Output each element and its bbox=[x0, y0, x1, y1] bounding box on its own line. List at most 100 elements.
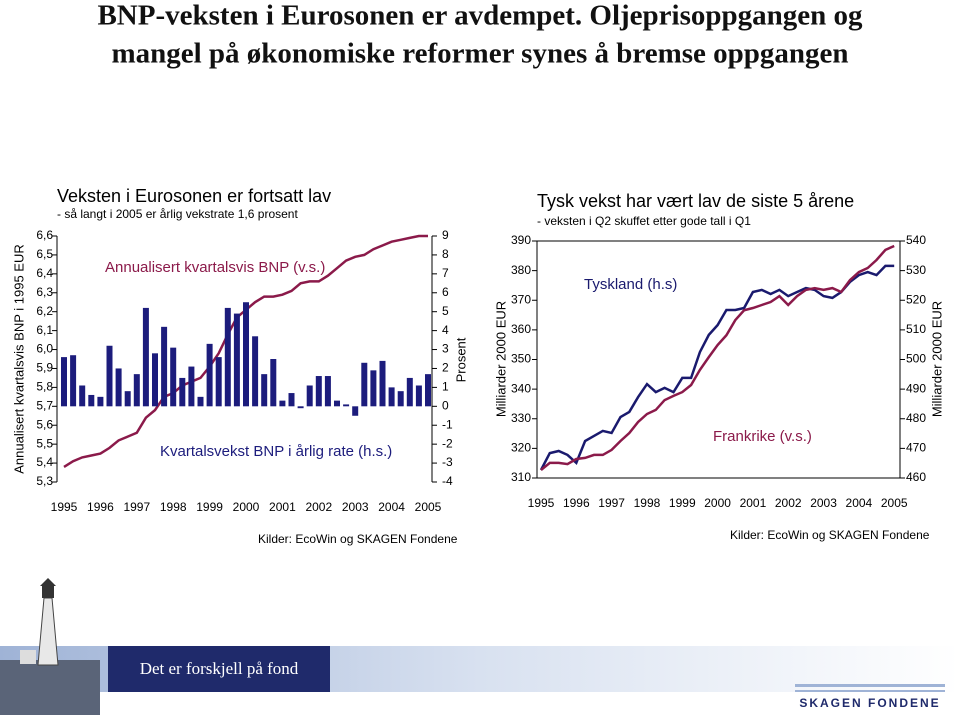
bar bbox=[370, 370, 377, 407]
x-tick-label: 2002 bbox=[775, 496, 802, 510]
series-label: Tyskland (h.s) bbox=[584, 276, 677, 293]
footer-box bbox=[108, 646, 330, 692]
x-tick-label: 1998 bbox=[634, 496, 661, 510]
bar bbox=[197, 396, 204, 407]
tick-label: 5,4 bbox=[36, 455, 53, 469]
tick-label: 5,9 bbox=[36, 361, 53, 375]
tick-label: 510 bbox=[906, 322, 926, 336]
bar bbox=[279, 400, 286, 407]
bar bbox=[343, 404, 350, 407]
y-axis-label: Milliarder 2000 EUR bbox=[493, 301, 508, 417]
series-label: Annualisert kvartalsvis BNP (v.s.) bbox=[105, 259, 325, 276]
tick-label: 370 bbox=[511, 292, 531, 306]
bar bbox=[152, 353, 158, 407]
bar bbox=[161, 326, 168, 407]
tick-label: 350 bbox=[511, 352, 531, 366]
tick-label: 480 bbox=[906, 411, 926, 425]
x-tick-label: 1996 bbox=[563, 496, 590, 510]
bar bbox=[252, 336, 259, 407]
tick-label: 470 bbox=[906, 441, 926, 455]
chart-subtitle: - så langt i 2005 er årlig vekstrate 1,6… bbox=[57, 207, 298, 221]
bar bbox=[61, 357, 67, 407]
x-tick-label: 1999 bbox=[669, 496, 696, 510]
tick-label: 5,7 bbox=[36, 398, 53, 412]
tick-label: 320 bbox=[511, 441, 531, 455]
tick-label: 6,6 bbox=[36, 228, 53, 242]
bar bbox=[233, 313, 240, 407]
x-tick-label: 2004 bbox=[846, 496, 873, 510]
chart-subtitle: - veksten i Q2 skuffet etter gode tall i… bbox=[537, 214, 751, 228]
y2-axis-label: Milliarder 2000 EUR bbox=[929, 301, 944, 417]
tick-label: 380 bbox=[511, 263, 531, 277]
bar bbox=[334, 400, 340, 407]
source: Kilder: EcoWin og SKAGEN Fondene bbox=[258, 532, 458, 546]
x-tick-label: 2005 bbox=[881, 496, 908, 510]
tick-label: 0 bbox=[442, 398, 449, 412]
x-tick-label: 2001 bbox=[269, 500, 296, 514]
bar bbox=[388, 387, 395, 407]
slide-title: mangel på økonomiske reformer synes å br… bbox=[111, 38, 848, 70]
chart-title: Veksten i Eurosonen er fortsatt lav bbox=[57, 186, 331, 206]
bar bbox=[97, 396, 104, 407]
x-tick-label: 2003 bbox=[342, 500, 369, 514]
bar bbox=[124, 391, 131, 407]
bar bbox=[170, 347, 177, 407]
bar bbox=[106, 345, 113, 407]
tick-label: 7 bbox=[442, 266, 449, 280]
bar bbox=[297, 406, 304, 409]
bar bbox=[79, 385, 86, 407]
tick-label: 6,4 bbox=[36, 266, 53, 280]
tick-label: 5,6 bbox=[36, 417, 53, 431]
tick-label: 540 bbox=[906, 233, 926, 247]
x-tick-label: 2000 bbox=[704, 496, 731, 510]
x-tick-label: 1998 bbox=[160, 500, 187, 514]
bar bbox=[425, 374, 431, 407]
bar bbox=[261, 374, 268, 407]
tick-label: 390 bbox=[511, 233, 531, 247]
tick-label: 500 bbox=[906, 352, 926, 366]
bar bbox=[361, 362, 368, 407]
tick-label: -2 bbox=[442, 436, 453, 450]
x-tick-label: 2000 bbox=[233, 500, 260, 514]
bar bbox=[352, 406, 359, 416]
tick-label: 5,8 bbox=[36, 380, 53, 394]
logo-text: SKAGEN FONDENE bbox=[799, 696, 940, 710]
tick-label: 6,5 bbox=[36, 247, 53, 261]
bar bbox=[270, 359, 277, 407]
bar bbox=[188, 366, 195, 407]
bar bbox=[206, 343, 213, 407]
line bbox=[540, 244, 895, 471]
tick-label: 6,0 bbox=[36, 342, 53, 356]
tick-label: 3 bbox=[442, 342, 449, 356]
bar bbox=[243, 302, 249, 407]
bar bbox=[315, 376, 322, 407]
tick-label: 460 bbox=[906, 470, 926, 484]
tick-label: 330 bbox=[511, 411, 531, 425]
x-tick-label: 1997 bbox=[123, 500, 150, 514]
chart-title: Tysk vekst har vært lav de siste 5 årene bbox=[537, 191, 854, 211]
tick-label: 530 bbox=[906, 263, 926, 277]
tick-label: 2 bbox=[442, 361, 449, 375]
bar bbox=[88, 394, 95, 407]
tick-label: -4 bbox=[442, 474, 453, 488]
tick-label: 9 bbox=[442, 228, 449, 242]
x-tick-label: 2004 bbox=[378, 500, 405, 514]
logo: SKAGEN FONDENE bbox=[795, 684, 945, 710]
tick-label: 4 bbox=[442, 323, 449, 337]
y-axis-label: Annualisert kvartalsvis BNP i 1995 EUR bbox=[11, 244, 26, 474]
tick-label: -3 bbox=[442, 455, 453, 469]
x-tick-label: 2001 bbox=[740, 496, 767, 510]
bar bbox=[179, 377, 186, 407]
slide-title: BNP-veksten i Eurosonen er avdempet. Olj… bbox=[97, 0, 863, 32]
tick-label: 5 bbox=[442, 304, 449, 318]
footer-text: Det er forskjell på fond bbox=[140, 659, 299, 678]
line bbox=[539, 264, 895, 471]
tick-label: 340 bbox=[511, 381, 531, 395]
tick-label: 1 bbox=[442, 380, 449, 394]
source: Kilder: EcoWin og SKAGEN Fondene bbox=[730, 528, 930, 542]
tick-label: 520 bbox=[906, 292, 926, 306]
bar bbox=[115, 368, 122, 407]
tick-label: 490 bbox=[906, 381, 926, 395]
